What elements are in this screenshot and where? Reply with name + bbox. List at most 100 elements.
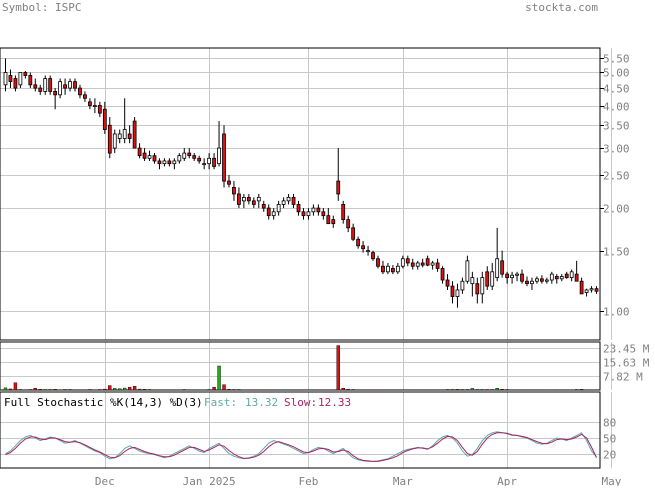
- candle: [97, 101, 102, 118]
- candle: [301, 208, 306, 220]
- candle-body: [162, 160, 167, 165]
- candle-body: [460, 280, 465, 291]
- candle-body: [559, 276, 564, 280]
- volume-bar: [331, 389, 335, 391]
- candle: [276, 200, 281, 216]
- candle: [331, 215, 336, 228]
- candle: [445, 274, 450, 290]
- candle-body: [301, 211, 306, 217]
- volume-bar: [485, 389, 489, 391]
- volume-bar: [63, 389, 67, 391]
- volume-bar: [33, 388, 37, 391]
- volume-bar: [103, 388, 107, 391]
- volume-bar: [271, 389, 276, 391]
- candle: [311, 204, 316, 216]
- volume-bar: [18, 389, 23, 391]
- candle: [167, 158, 172, 167]
- candle-body: [470, 277, 475, 285]
- candle-body: [152, 155, 157, 162]
- volume-bar: [247, 389, 251, 391]
- candle: [554, 274, 559, 284]
- candle-body: [132, 120, 137, 149]
- volume-bar: [13, 382, 18, 391]
- candle: [291, 193, 296, 209]
- candle-body: [241, 196, 246, 202]
- candle: [400, 255, 405, 269]
- candle-body: [515, 273, 519, 276]
- price-tick-label: 2.00: [603, 203, 630, 216]
- volume-bar: [291, 389, 296, 391]
- volume-bar: [212, 386, 216, 391]
- candle-body: [3, 72, 8, 86]
- volume-bar: [167, 389, 172, 391]
- candle: [535, 276, 539, 284]
- volume-bar: [311, 389, 316, 391]
- volume-bar: [222, 384, 226, 391]
- volume-bar: [142, 389, 147, 391]
- candle-body: [23, 72, 28, 76]
- volume-bar: [78, 389, 82, 391]
- candle: [435, 258, 440, 272]
- candle: [232, 181, 236, 201]
- volume-bar: [172, 389, 177, 391]
- candle: [92, 98, 97, 114]
- candle-body: [172, 160, 177, 165]
- candle: [78, 84, 82, 99]
- candle-body: [202, 163, 207, 166]
- candle: [102, 101, 107, 134]
- candle-body: [48, 78, 53, 92]
- candle: [207, 153, 212, 170]
- slow-value: 12.33: [318, 396, 351, 409]
- volume-bar: [23, 389, 28, 391]
- candle: [485, 266, 490, 290]
- volume-bar: [555, 389, 559, 391]
- candle: [202, 158, 207, 170]
- volume-bar: [569, 389, 574, 391]
- volume-bar: [505, 389, 509, 391]
- volume-bar: [475, 389, 480, 391]
- candle-body: [142, 152, 147, 159]
- volume-bar: [242, 389, 246, 391]
- volume-bar: [525, 389, 529, 391]
- candle: [107, 117, 112, 159]
- candle: [569, 269, 574, 282]
- volume-bar: [406, 389, 410, 391]
- candle: [306, 208, 311, 220]
- candle: [425, 255, 430, 267]
- volume-bar: [510, 389, 514, 391]
- candle: [63, 78, 67, 95]
- volume-bar: [3, 387, 8, 391]
- volume-tick-label: 15.63 M: [603, 357, 650, 370]
- candle: [142, 148, 147, 161]
- volume-bar: [545, 389, 549, 391]
- volume-bar: [594, 389, 599, 391]
- candle-body: [127, 133, 132, 139]
- volume-bar: [425, 389, 430, 391]
- candle: [460, 277, 465, 294]
- volume-bar: [132, 386, 137, 391]
- candle-body: [415, 262, 420, 267]
- candle: [127, 125, 132, 144]
- candle-body: [78, 87, 82, 96]
- volume-bar: [500, 389, 504, 391]
- candle-body: [341, 204, 346, 221]
- candle: [58, 78, 63, 99]
- site-label: stockta.com: [525, 1, 598, 14]
- stochastic-axis: 80 50 20: [603, 417, 616, 462]
- candle-body: [137, 147, 142, 157]
- volume-bar: [217, 365, 221, 391]
- candle: [475, 277, 480, 304]
- volume-bar: [301, 389, 306, 391]
- candle-body: [584, 289, 589, 293]
- volume-bar: [58, 389, 62, 391]
- candle-body: [564, 273, 569, 279]
- price-tick-label: 1.00: [603, 306, 630, 319]
- volume-bar: [366, 389, 370, 391]
- candle-body: [306, 211, 311, 217]
- candle: [212, 153, 216, 170]
- candle: [505, 271, 510, 284]
- date-axis: Dec Jan 2025 Feb Mar Apr May: [95, 475, 622, 488]
- candle-body: [371, 252, 375, 260]
- candle-body: [574, 273, 579, 282]
